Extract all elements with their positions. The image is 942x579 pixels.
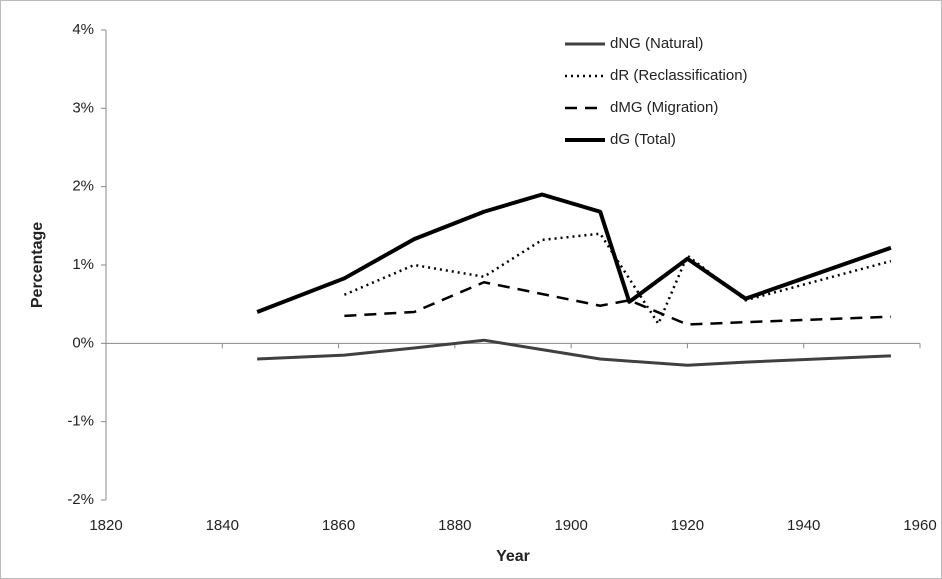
- y-tick-label: -2%: [67, 491, 94, 508]
- y-tick-label: 4%: [72, 21, 94, 38]
- y-tick-label: 1%: [72, 256, 94, 273]
- y-tick-label: 2%: [72, 178, 94, 195]
- legend-label: dG (Total): [610, 131, 676, 148]
- y-tick-label: -1%: [67, 413, 94, 430]
- x-tick-label: 1860: [322, 517, 355, 534]
- x-tick-label: 1900: [554, 517, 587, 534]
- x-tick-label: 1920: [671, 517, 704, 534]
- y-tick-label: 0%: [72, 334, 94, 351]
- series-line: [256, 192, 892, 314]
- x-tick-label: 1840: [206, 517, 239, 534]
- y-tick-label: 3%: [72, 99, 94, 116]
- series-line: [257, 338, 891, 367]
- x-tick-label: 1820: [89, 517, 122, 534]
- x-tick-label: 1960: [903, 517, 936, 534]
- x-tick-label: 1940: [787, 517, 820, 534]
- x-tick-label: 1880: [438, 517, 471, 534]
- legend-label: dR (Reclassification): [610, 67, 748, 84]
- series-line: [344, 280, 891, 326]
- legend-label: dNG (Natural): [610, 35, 703, 52]
- y-axis-title: Percentage: [29, 222, 46, 308]
- legend-label: dMG (Migration): [610, 99, 718, 116]
- x-axis-title: Year: [496, 548, 530, 565]
